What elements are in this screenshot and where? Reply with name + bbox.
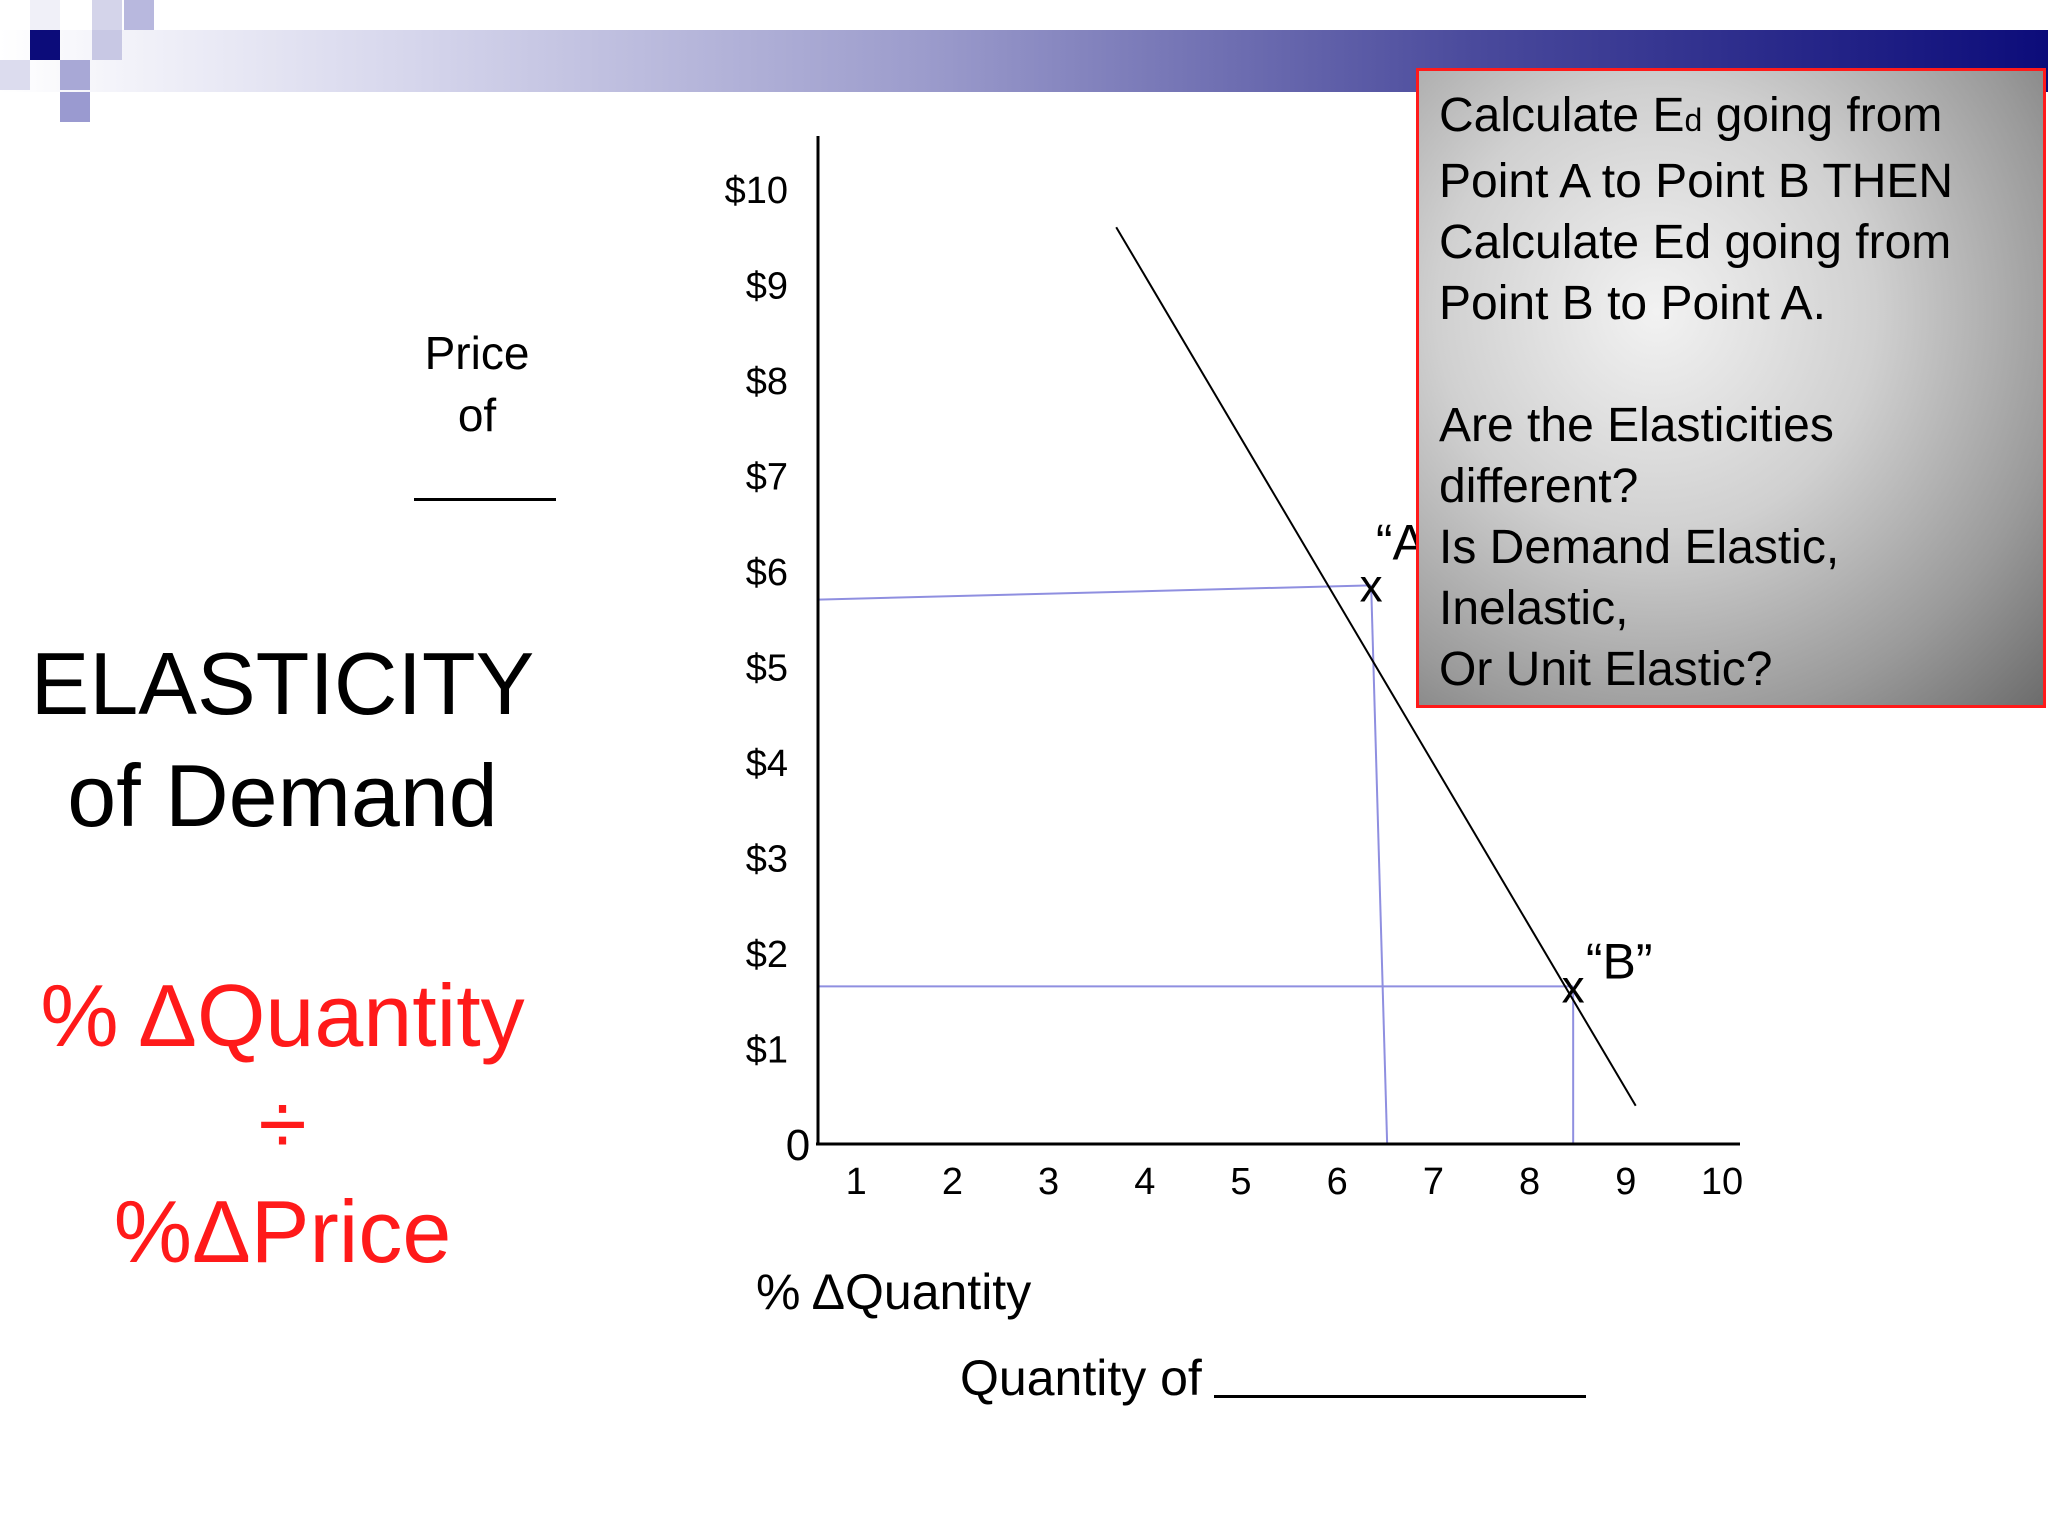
y-tick-label: $1 [746,1030,788,1072]
quantity-guide-line [1370,585,1389,1145]
banner-square [60,60,90,90]
callout-line: Or Unit Elastic? [1439,643,1773,696]
callout-line: Point B to Point A. [1439,277,1826,330]
x-tick-label: 10 [1701,1161,1743,1203]
formula-numerator: % ΔQuantity [40,966,525,1065]
x-tick-label: 1 [846,1161,867,1203]
x-tick-label: 4 [1134,1161,1155,1203]
y-axis-label-line: Price [424,327,530,379]
x-tick-label: 8 [1519,1161,1540,1203]
y-tick-label: $8 [746,361,788,403]
banner-square [30,0,60,30]
callout-line: Point A to Point B THEN [1439,155,1954,208]
y-tick-label: $4 [746,743,788,785]
y-axis-label-line: of [457,389,497,441]
elasticity-formula: % ΔQuantity ÷ %ΔPrice [0,962,565,1286]
formula-divide: ÷ [258,1074,307,1173]
x-tick-label: 3 [1038,1161,1059,1203]
callout-text: going from [1702,89,1943,142]
y-axis-blank-line [414,498,556,501]
point-label: “B” [1586,933,1653,989]
slide-title: ELASTICITY of Demand [0,628,565,852]
callout-line: Inelastic, [1439,582,1629,635]
question-callout: Calculate Ed going from Point A to Point… [1416,68,2046,708]
x-tick-label: 2 [942,1161,963,1203]
y-axis-label: Price of [400,322,554,446]
y-tick-label: $10 [725,170,788,212]
point-marker-x: x [1562,960,1585,1012]
y-tick-label: $5 [746,648,788,690]
x-tick-label: 6 [1327,1161,1348,1203]
y-tick-label: $6 [746,552,788,594]
banner-square [60,92,90,122]
x-axis-pct-label: % ΔQuantity [756,1264,1032,1320]
y-tick-label: $9 [746,266,788,308]
banner-square [92,30,122,60]
x-axis-label: Quantity of [960,1348,1586,1408]
price-guide-line [817,584,1372,601]
y-tick-label: $2 [746,934,788,976]
callout-text: Calculate E [1439,89,1685,142]
y-tick-label: $7 [746,457,788,499]
callout-line: different? [1439,460,1639,513]
x-axis-blank-line [1213,1394,1586,1398]
callout-spacer [1439,334,2043,395]
x-axis-label-text: Quantity of [960,1350,1202,1406]
formula-denominator: %ΔPrice [113,1182,452,1281]
callout-subscript: d [1684,102,1703,138]
point-marker-x: x [1360,559,1383,611]
x-tick-label: 9 [1615,1161,1636,1203]
callout-line: Calculate Ed going from [1439,216,1952,269]
callout-line: Are the Elasticities [1439,399,1834,452]
banner-square [0,60,30,90]
banner-square-dark [30,30,60,60]
origin-label: 0 [786,1121,810,1170]
x-tick-label: 7 [1423,1161,1444,1203]
banner-square [124,0,154,30]
y-tick-label: $3 [746,839,788,881]
x-tick-label: 5 [1230,1161,1251,1203]
demand-line [1115,226,1637,1107]
title-line: of Demand [67,746,498,845]
banner-square [92,0,122,30]
callout-line: Is Demand Elastic, [1439,521,1840,574]
title-line: ELASTICITY [30,634,535,733]
callout-line: Calculate Ed going from [1439,85,2043,151]
